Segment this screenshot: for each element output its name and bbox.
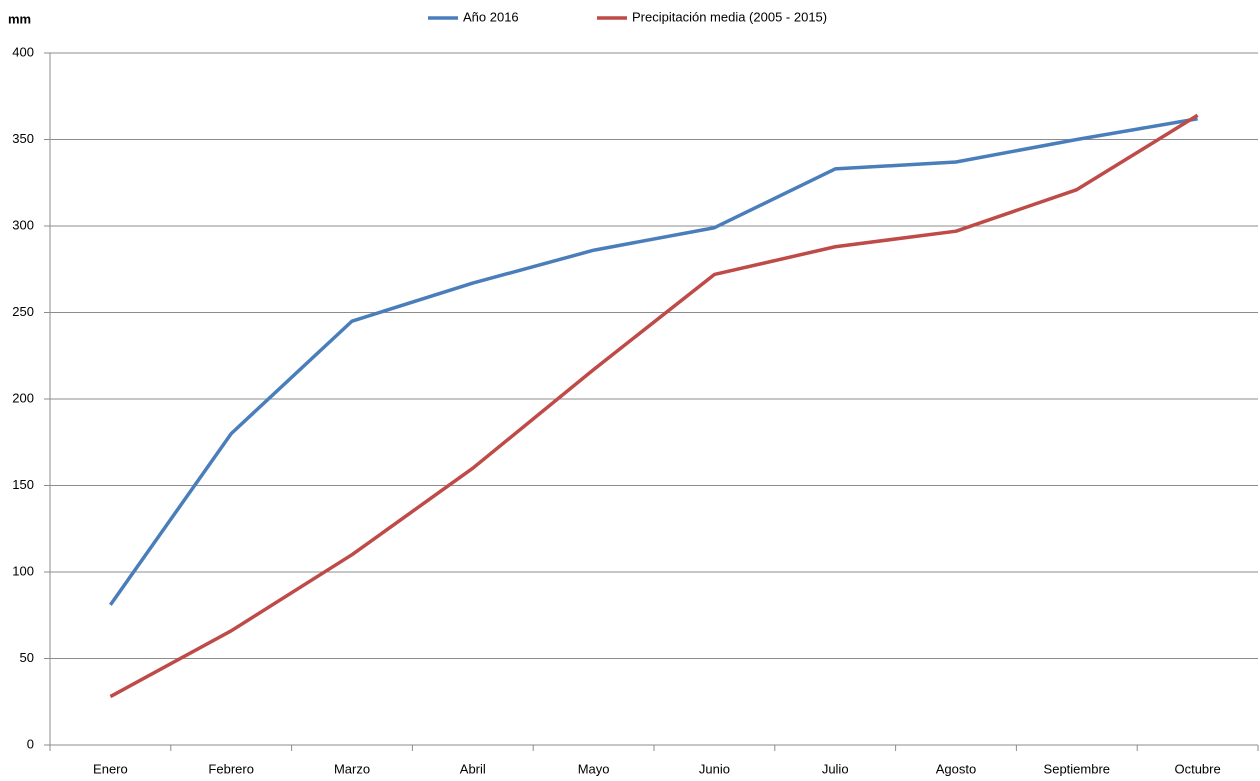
x-tick-label: Octubre xyxy=(1174,761,1220,776)
y-tick-label: 100 xyxy=(12,563,34,578)
y-tick-label: 300 xyxy=(12,217,34,232)
y-tick-label: 200 xyxy=(12,390,34,405)
legend-label: Precipitación media (2005 - 2015) xyxy=(632,9,827,24)
x-tick-label: Julio xyxy=(822,761,849,776)
y-tick-label: 350 xyxy=(12,131,34,146)
y-tick-label: 250 xyxy=(12,304,34,319)
line-series xyxy=(108,117,1198,606)
x-tick-label: Enero xyxy=(93,761,128,776)
legend-label: Año 2016 xyxy=(463,9,519,24)
x-tick-label: Mayo xyxy=(578,761,610,776)
x-tick-label: Abril xyxy=(460,761,486,776)
y-tick-label: 400 xyxy=(12,44,34,59)
x-tick-label: Marzo xyxy=(334,761,370,776)
y-tick-label: 150 xyxy=(12,477,34,492)
x-tick-label: Febrero xyxy=(208,761,254,776)
x-tick-label: Septiembre xyxy=(1044,761,1110,776)
y-tick-label: 50 xyxy=(20,650,34,665)
y-tick-label: 0 xyxy=(27,736,34,751)
x-tick-label: Junio xyxy=(699,761,730,776)
line-series xyxy=(109,113,1199,699)
x-tick-label: Agosto xyxy=(936,761,976,776)
y-axis-label: mm xyxy=(8,11,31,26)
